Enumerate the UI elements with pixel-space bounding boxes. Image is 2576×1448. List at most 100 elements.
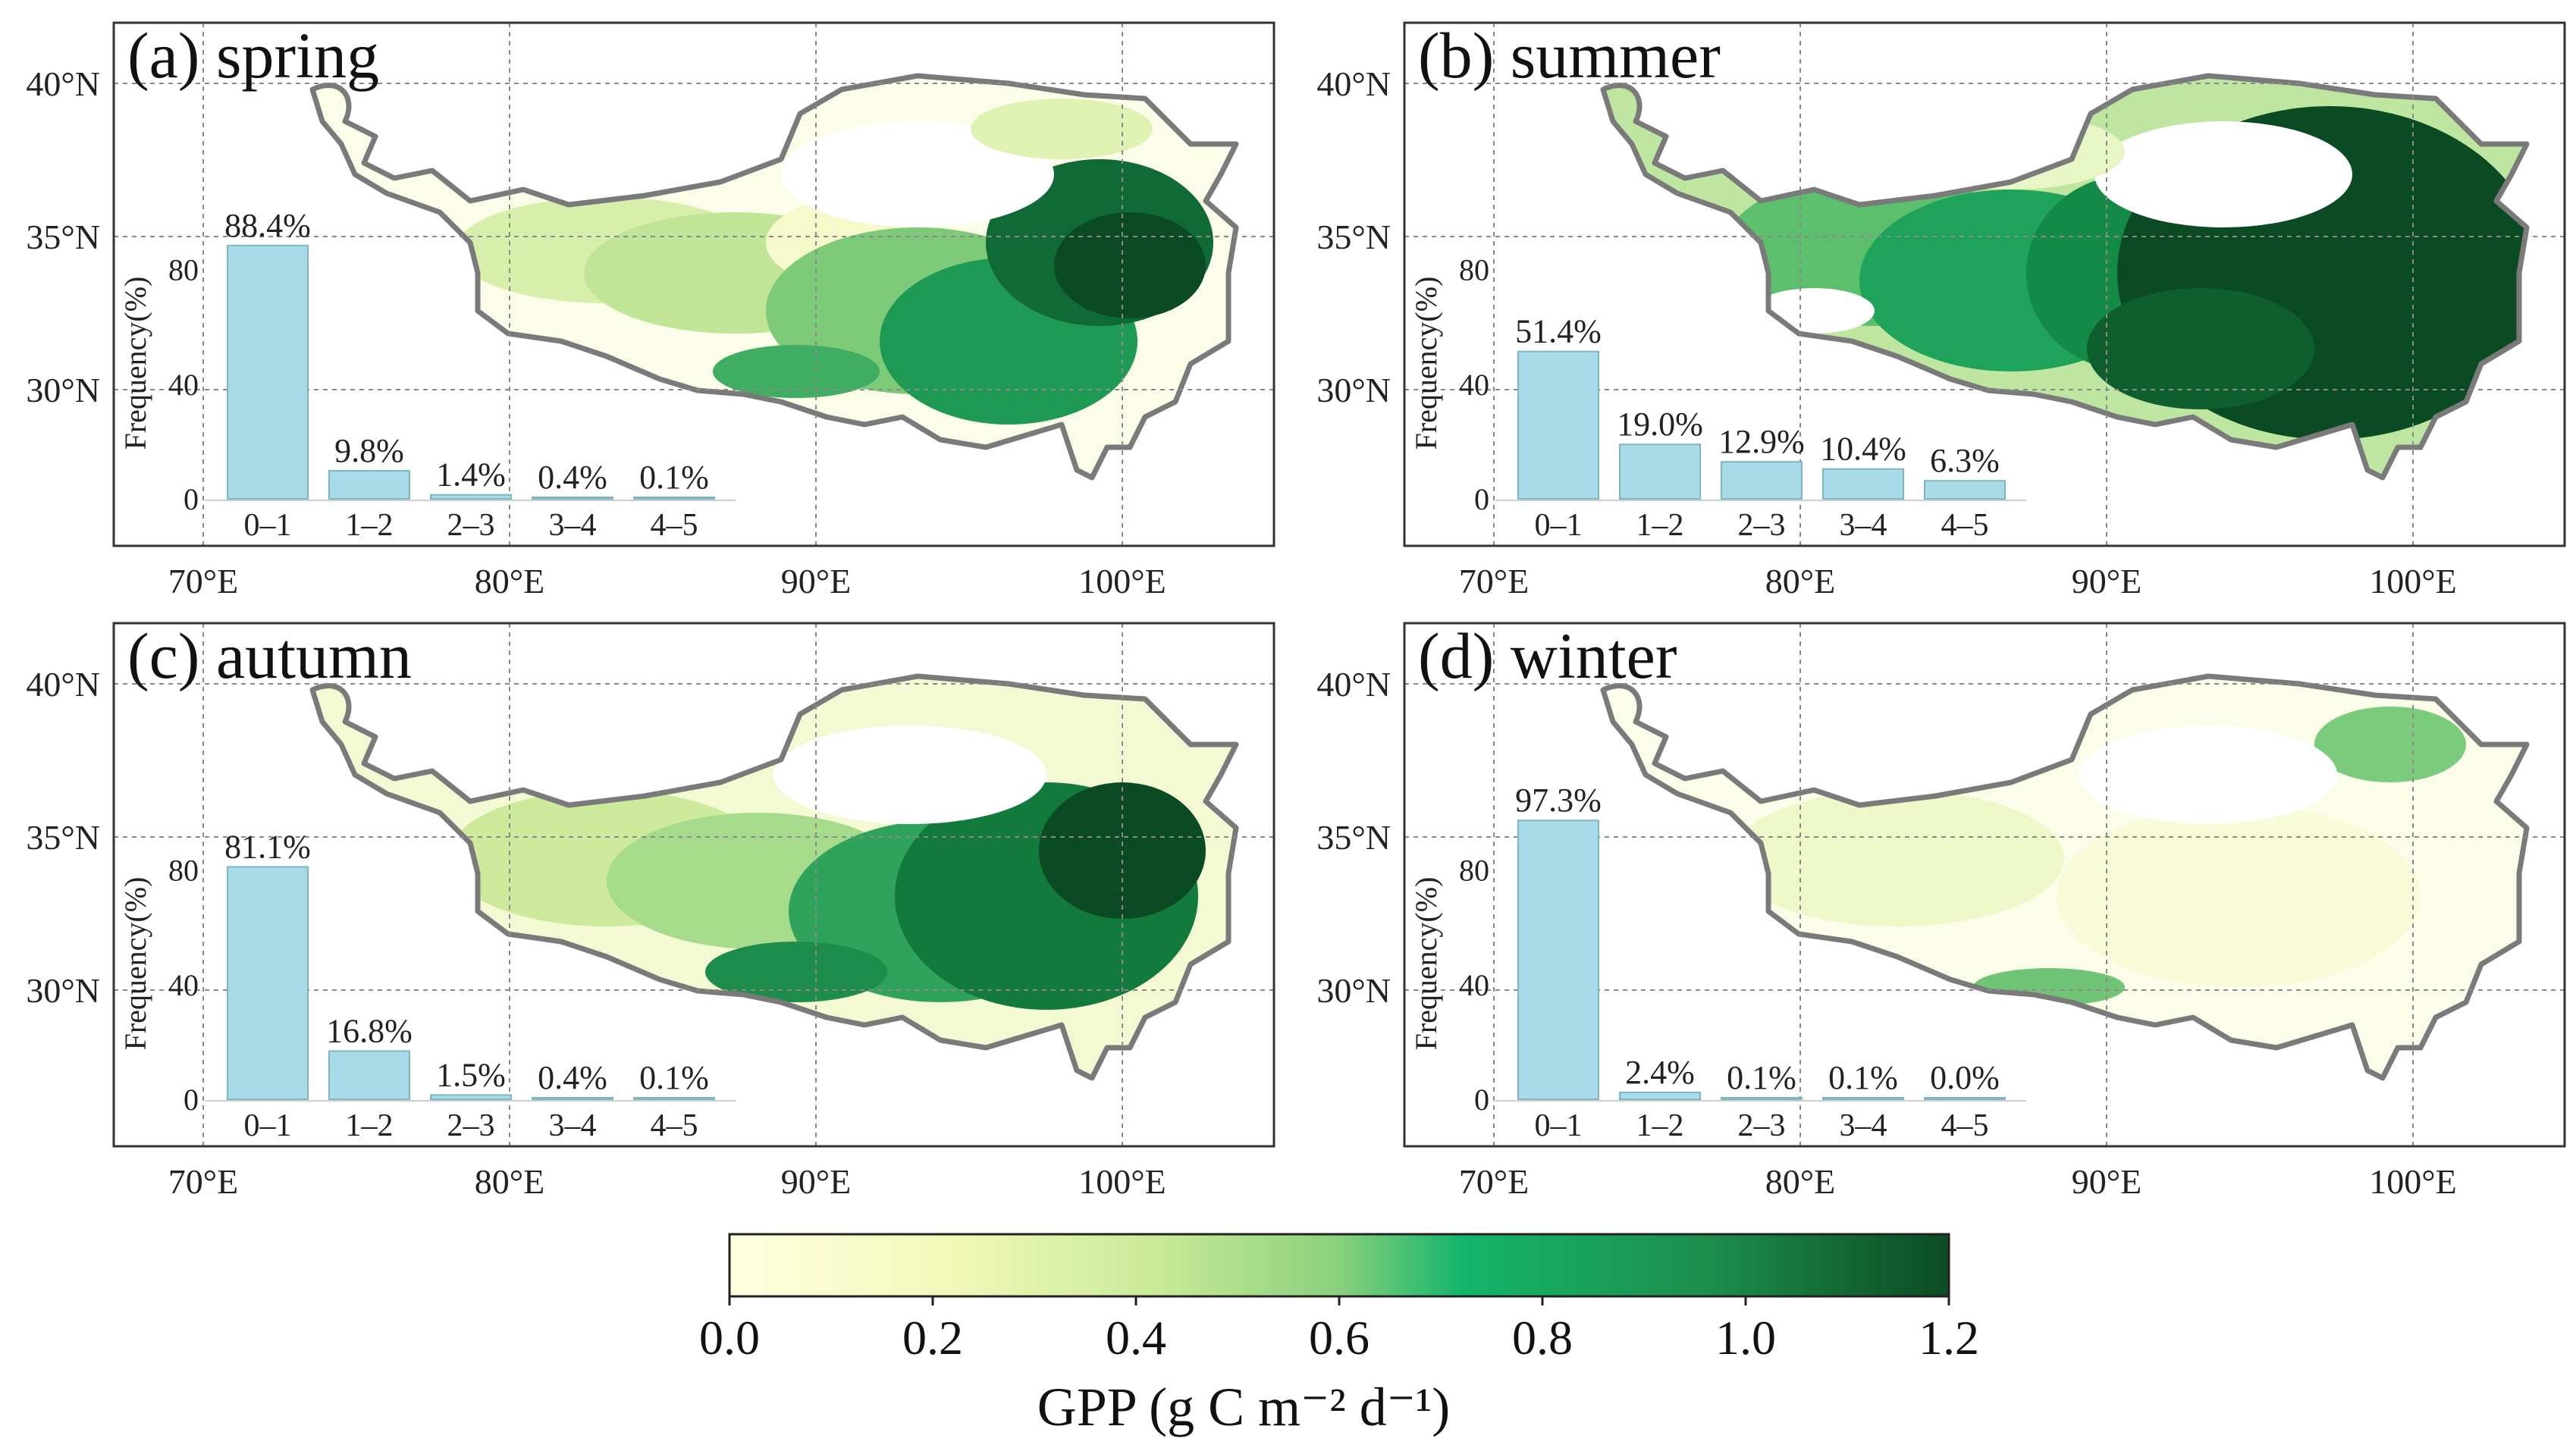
colorbar-tick-label: 1.2 (1919, 1311, 1979, 1365)
lat-tick-label: 35°N (1316, 218, 1391, 256)
lat-tick-label: 40°N (26, 64, 100, 103)
histogram-winter: 0 40 80 Frequency(%) 97.3% 0–1 2.4% 1–2 0.1% 2–3 0… (1409, 782, 2026, 1143)
lat-tick-label: 30°N (1316, 371, 1391, 409)
panel-title: (d) winter (1418, 619, 1677, 692)
lon-tick-label: 70°E (1459, 562, 1530, 600)
histogram-ytick: 0 (1474, 482, 1489, 516)
histogram-bar (227, 244, 309, 500)
lat-tick-label: 40°N (26, 665, 100, 704)
map-panel-summer: (b) summer 40°N 35°N 30°N 70°E 80°E 90°E 100°E 0… (1316, 19, 2566, 600)
histogram-bar (1721, 461, 1803, 500)
histogram-value-label: 0.1% (1828, 1059, 1898, 1096)
histogram-value-label: 0.1% (639, 459, 709, 496)
histogram-bar (1924, 1097, 2006, 1100)
histogram-ytick: 80 (1459, 253, 1489, 287)
map-panel-winter: (d) winter 40°N 35°N 30°N 70°E 80°E 90°E 100°E 0… (1316, 619, 2566, 1201)
histogram-ylabel: Frequency(%) (118, 277, 152, 450)
histogram-category-label: 2–3 (1738, 508, 1786, 543)
gpp-map-spring (312, 76, 1236, 478)
histogram-category-label: 3–4 (549, 508, 597, 543)
colorbar-gradient (728, 1233, 1950, 1298)
histogram-ylabel: Frequency(%) (1409, 277, 1443, 450)
histogram-category-label: 4–5 (651, 508, 698, 543)
colorbar-tick-label: 0.8 (1512, 1311, 1573, 1365)
lat-tick-label: 40°N (1316, 64, 1391, 103)
lat-tick-label: 40°N (1316, 665, 1391, 704)
lon-tick-label: 80°E (475, 562, 545, 600)
histogram-bar (532, 497, 613, 500)
histogram-ytick: 40 (168, 368, 199, 402)
histogram-spring: 0 40 80 Frequency(%) 88.4% 0–1 9.8% 1–2 1.4% 2–3 0… (118, 207, 736, 543)
histogram-value-label: 0.1% (1727, 1059, 1796, 1096)
lon-tick-label: 90°E (2072, 1162, 2142, 1201)
colorbar-tick-label: 0.4 (1106, 1311, 1166, 1365)
histogram-value-label: 1.4% (436, 456, 506, 494)
histogram-bar (1619, 443, 1701, 500)
histogram-bar (633, 1097, 715, 1100)
lat-tick-label: 30°N (26, 371, 100, 409)
lon-tick-label: 90°E (2072, 562, 2142, 600)
lon-tick-label: 70°E (168, 1162, 239, 1201)
panel-title: (b) summer (1418, 19, 1721, 92)
map-panel-autumn: (c) autumn 40°N 35°N 30°N 70°E 80°E 90°E 100°E 0… (26, 619, 1275, 1201)
histogram-category-label: 3–4 (1840, 508, 1887, 543)
histogram-bar (328, 469, 410, 500)
histogram-ytick: 40 (1459, 368, 1489, 402)
histogram-category-label: 2–3 (447, 1108, 495, 1143)
histogram-bar (633, 497, 715, 500)
histogram-category-label: 3–4 (549, 1108, 597, 1143)
lon-tick-label: 80°E (475, 1162, 545, 1201)
histogram-bar (227, 866, 309, 1100)
histogram-summer: 0 40 80 Frequency(%) 51.4% 0–1 19.0% 1–2 12.9% 2–… (1409, 253, 2026, 543)
colorbar-tick-label: 0.0 (699, 1311, 760, 1365)
histogram-bar (430, 1094, 512, 1101)
histogram-ytick: 0 (184, 1083, 199, 1117)
histogram-value-label: 0.0% (1930, 1059, 2000, 1096)
histogram-value-label: 9.8% (334, 432, 404, 469)
map-frame (1403, 21, 2566, 547)
panel-title: (c) autumn (127, 619, 412, 692)
colorbar-tick-label: 0.2 (902, 1311, 963, 1365)
histogram-bar (1517, 820, 1599, 1100)
histogram-value-label: 12.9% (1718, 423, 1805, 460)
histogram-ylabel: Frequency(%) (1409, 877, 1443, 1051)
histogram-value-label: 1.5% (436, 1056, 506, 1093)
histogram-bar (1924, 480, 2006, 500)
histogram-bar (1822, 1097, 1904, 1100)
histogram-category-label: 4–5 (1941, 508, 1989, 543)
lon-tick-label: 70°E (168, 562, 239, 600)
histogram-category-label: 1–2 (1636, 508, 1684, 543)
histogram-value-label: 0.1% (639, 1059, 709, 1096)
histogram-autumn: 0 40 80 Frequency(%) 81.1% 0–1 16.8% 1–2 1.5% 2–3… (118, 828, 736, 1143)
histogram-category-label: 0–1 (1535, 1108, 1583, 1143)
histogram-category-label: 0–1 (1535, 508, 1583, 543)
lon-tick-label: 90°E (781, 1162, 852, 1201)
histogram-ytick: 40 (1459, 968, 1489, 1002)
lon-tick-label: 100°E (1078, 1162, 1166, 1201)
lat-tick-label: 35°N (1316, 818, 1391, 857)
histogram-bar (1619, 1091, 1701, 1100)
histogram-ytick: 0 (184, 482, 199, 516)
lat-tick-label: 35°N (26, 218, 100, 256)
lon-tick-label: 70°E (1459, 1162, 1530, 1201)
map-frame (112, 622, 1275, 1148)
lon-tick-label: 100°E (2369, 1162, 2457, 1201)
lon-tick-label: 100°E (1078, 562, 1166, 600)
histogram-bar (430, 494, 512, 500)
histogram-ytick: 80 (1459, 854, 1489, 888)
histogram-value-label: 51.4% (1515, 313, 1602, 350)
histogram-category-label: 1–2 (346, 1108, 394, 1143)
histogram-value-label: 88.4% (224, 207, 311, 244)
histogram-ytick: 40 (168, 968, 199, 1002)
gpp-map-winter (1603, 676, 2527, 1078)
histogram-category-label: 4–5 (1941, 1108, 1989, 1143)
histogram-value-label: 2.4% (1625, 1054, 1695, 1091)
histogram-value-label: 97.3% (1515, 782, 1602, 819)
lat-tick-label: 35°N (26, 818, 100, 857)
histogram-value-label: 10.4% (1820, 431, 1906, 468)
histogram-category-label: 2–3 (447, 508, 495, 543)
colorbar-label: GPP (g C m⁻² d⁻¹) (1037, 1377, 1451, 1437)
histogram-bar (1721, 1097, 1803, 1100)
histogram-ylabel: Frequency(%) (118, 877, 152, 1051)
